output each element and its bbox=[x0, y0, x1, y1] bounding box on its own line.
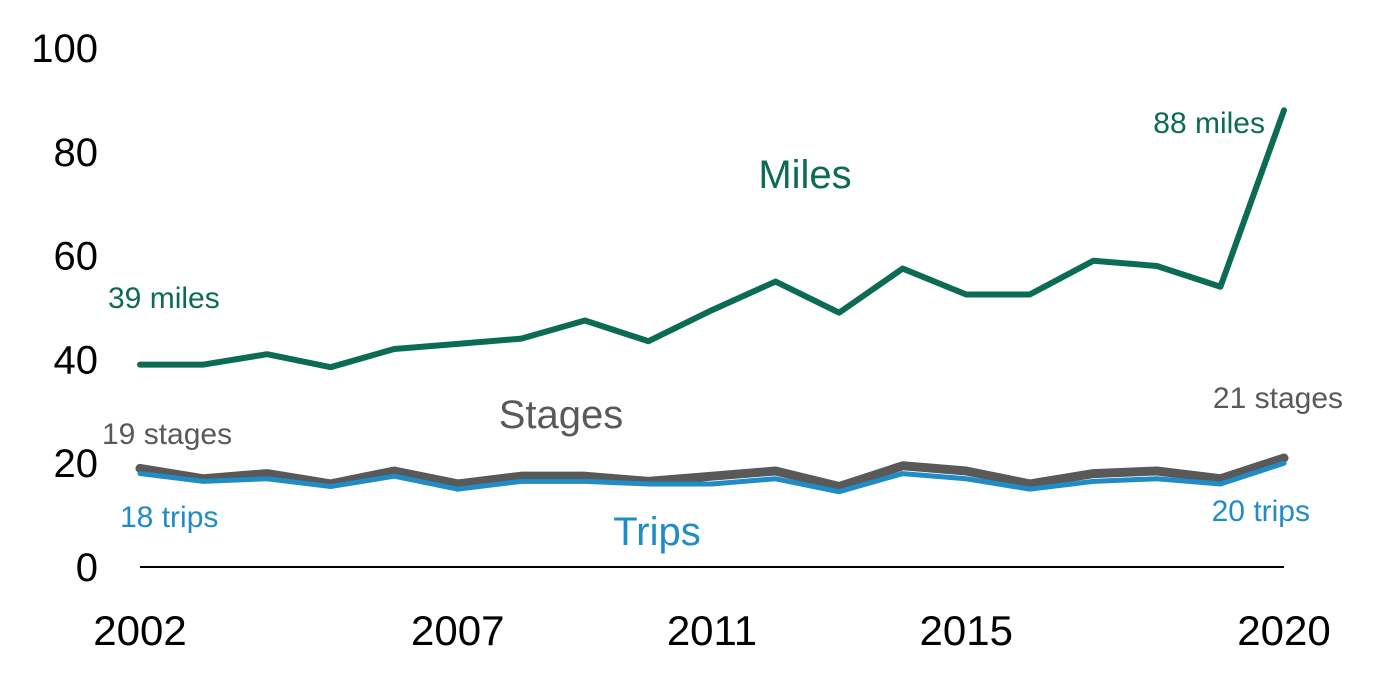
y-tick-label: 40 bbox=[54, 338, 99, 382]
series-name-miles: Miles bbox=[758, 153, 851, 197]
y-tick-label: 100 bbox=[31, 27, 98, 71]
series-name-stages: Stages bbox=[499, 393, 624, 437]
start-label-stages: 19 stages bbox=[102, 418, 232, 451]
label-layer: Miles 39 miles 88 miles Stages 19 stages 21 s… bbox=[102, 107, 1343, 554]
end-label-trips: 20 trips bbox=[1212, 495, 1310, 528]
y-tick-label: 60 bbox=[54, 235, 99, 279]
x-tick-label: 2007 bbox=[411, 607, 504, 654]
series-line-miles bbox=[137, 107, 1287, 371]
series-line-trips bbox=[137, 460, 1287, 495]
end-label-miles: 88 miles bbox=[1153, 107, 1265, 140]
x-tick-label: 2020 bbox=[1237, 607, 1330, 654]
y-tick-label: 0 bbox=[76, 546, 98, 590]
series-layer bbox=[135, 107, 1289, 495]
axis-layer: 0 20 40 60 80 100 2002 2007 2011 2015 2020 bbox=[31, 27, 1330, 654]
series-line-stages bbox=[135, 453, 1289, 492]
end-label-stages: 21 stages bbox=[1213, 382, 1343, 415]
x-tick-label: 2002 bbox=[93, 607, 186, 654]
series-name-trips: Trips bbox=[613, 510, 700, 554]
y-tick-label: 20 bbox=[54, 442, 99, 486]
start-label-miles: 39 miles bbox=[108, 282, 220, 315]
y-tick-label: 80 bbox=[54, 131, 99, 175]
start-label-trips: 18 trips bbox=[120, 501, 218, 534]
x-tick-label: 2015 bbox=[920, 607, 1013, 654]
x-tick-label: 2011 bbox=[667, 607, 757, 654]
